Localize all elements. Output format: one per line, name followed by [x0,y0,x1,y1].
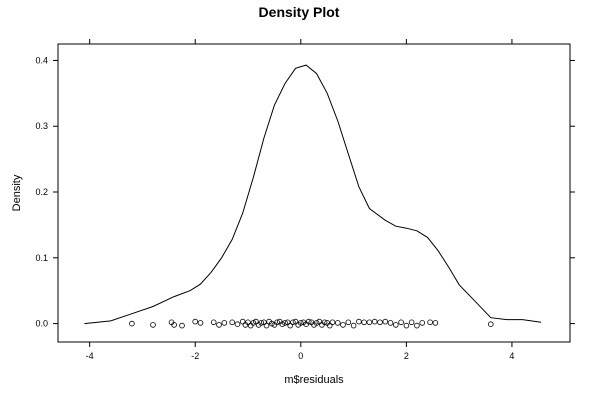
rug-point [229,319,236,326]
plot-frame [57,43,571,343]
rug-point [216,322,222,328]
rug-points [129,318,494,329]
rug-point [263,322,270,329]
y-tick-label: 0.3 [35,121,48,131]
rug-point [171,322,177,328]
rug-point [258,320,265,326]
rug-point [361,319,367,326]
y-tick-label: 0.1 [35,253,48,263]
rug-point [387,320,394,326]
rug-point [414,322,420,329]
rug-point [268,320,275,327]
rug-point [253,318,259,325]
rug-point [392,322,399,328]
rug-point [274,319,280,326]
rug-point [297,320,304,326]
density-curve [84,64,542,325]
rug-point [356,318,362,325]
rug-point [321,319,328,326]
rug-point [305,318,312,325]
rug-point [487,321,494,328]
rug-point [239,318,246,325]
rug-point [290,319,296,326]
rug-point [150,322,156,328]
rug-point [221,320,228,326]
rug-point [279,321,286,328]
rug-point [326,322,333,329]
rug-point [329,319,336,326]
rug-point [345,319,352,326]
rug-point [282,320,288,326]
rug-point [250,320,257,326]
y-tick-label: 0.2 [35,187,48,197]
rug-point [340,322,346,328]
y-tick-label: 0.0 [35,319,48,329]
rug-point [334,320,341,326]
rug-point [408,319,415,326]
x-tick-label: -4 [86,351,94,361]
x-tick-label: 0 [298,351,303,361]
rug-point [432,320,439,326]
rug-point [313,320,320,326]
rug-point [197,320,204,326]
x-tick-label: -2 [191,351,199,361]
rug-point [287,322,294,329]
rug-point [419,320,426,326]
rug-point [382,318,389,325]
rug-point [371,318,378,325]
y-tick-label: 0.4 [35,55,48,65]
rug-point [292,318,299,325]
rug-point [129,320,135,327]
chart-title: Density Plot [259,4,340,20]
rug-point [245,319,251,326]
rug-point [179,322,185,329]
rug-point [427,319,433,326]
rug-point [210,319,217,326]
x-axis-label: m$residuals [284,374,344,386]
rug-point [234,321,241,328]
axis-ticks [53,39,575,347]
rug-point [192,318,199,325]
x-tick-label: 2 [404,351,409,361]
rug-point [350,322,357,329]
rug-point [398,319,404,326]
rug-point [403,322,410,329]
rug-point [366,319,373,326]
tick-labels: -4 -2 0 2 4 0.0 0.1 0.2 0.3 0.4 [35,55,514,361]
density-curve-layer [84,64,542,325]
x-tick-label: 4 [509,351,514,361]
y-axis-label: Density [11,174,23,211]
rug-point [377,319,383,326]
